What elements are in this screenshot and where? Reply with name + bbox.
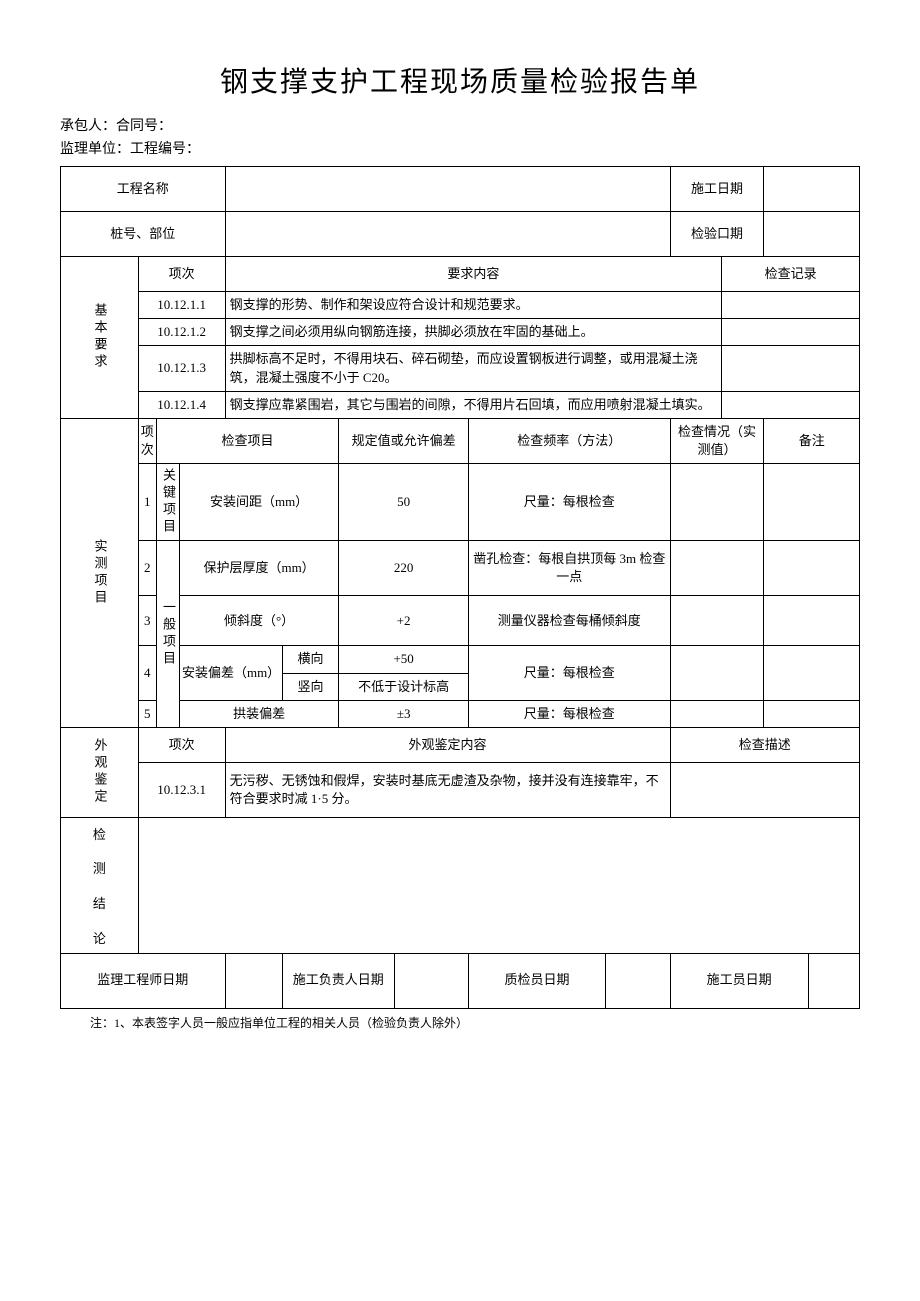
basic-item-record-2 <box>722 319 860 346</box>
measured-row-2-method: 凿孔检查：每根自拱顶每 3m 检查一点 <box>469 541 670 596</box>
basic-item-record-3 <box>722 346 860 391</box>
conclusion-content <box>138 817 859 953</box>
measured-col-result: 检查情况（实测值） <box>670 418 764 463</box>
measured-row-1-result <box>670 464 764 541</box>
label-construction-date: 施工日期 <box>670 167 764 212</box>
measured-row-1-item: 安装间距（mm） <box>179 464 338 541</box>
basic-col-content: 要求内容 <box>225 257 722 292</box>
value-pile-position <box>225 212 670 257</box>
measured-row-1-method: 尺量：每根检查 <box>469 464 670 541</box>
appearance-col-desc: 检查描述 <box>670 727 859 762</box>
measured-row-4-sub1: 横向 <box>282 646 338 673</box>
measured-row-2-item: 保护层厚度（mm） <box>179 541 338 596</box>
value-inspection-date <box>764 212 860 257</box>
basic-item-record-1 <box>722 292 860 319</box>
measured-row-3-num: 3 <box>138 596 156 646</box>
basic-item-record-4 <box>722 391 860 418</box>
basic-item-content-2: 钢支撑之间必须用纵向钢筋连接，拱脚必须放在牢固的基础上。 <box>225 319 722 346</box>
appearance-col-item: 项次 <box>138 727 225 762</box>
conclusion-char-1: 检 <box>61 817 139 852</box>
measured-row-5-num: 5 <box>138 700 156 727</box>
footnote: 注：1、本表签字人员一般应指单位工程的相关人员（检验负责人除外） <box>60 1014 860 1031</box>
sig-construction-value <box>394 953 468 1008</box>
measured-row-3-spec: +2 <box>339 596 469 646</box>
measured-row-4-note <box>764 646 860 700</box>
sig-construction-label: 施工负责人日期 <box>282 953 394 1008</box>
appearance-item-id: 10.12.3.1 <box>138 762 225 817</box>
value-construction-date <box>764 167 860 212</box>
measured-row-5-method: 尺量：每根检查 <box>469 700 670 727</box>
measured-row-4-spec2: 不低于设计标高 <box>339 673 469 700</box>
basic-item-content-1: 钢支撑的形势、制作和架设应符合设计和规范要求。 <box>225 292 722 319</box>
measured-row-1-note <box>764 464 860 541</box>
section-measured: 实测项目 <box>61 418 139 727</box>
measured-row-2-spec: 220 <box>339 541 469 596</box>
measured-general-label: 一般项目 <box>156 541 179 728</box>
sig-supervisor-value <box>225 953 282 1008</box>
sig-builder-value <box>808 953 859 1008</box>
measured-key-label: 关键项目 <box>156 464 179 541</box>
measured-row-2-result <box>670 541 764 596</box>
basic-item-id-2: 10.12.1.2 <box>138 319 225 346</box>
appearance-item-content: 无污秽、无锈蚀和假焊，安装时基底无虚渣及杂物，接并没有连接靠牢，不符合要求时减 … <box>225 762 670 817</box>
measured-row-4-sub2: 竖向 <box>282 673 338 700</box>
sig-supervisor-label: 监理工程师日期 <box>61 953 226 1008</box>
conclusion-char-2: 测 <box>61 852 139 887</box>
basic-col-record: 检查记录 <box>722 257 860 292</box>
measured-row-2-num: 2 <box>138 541 156 596</box>
section-appearance: 外观鉴定 <box>61 727 139 817</box>
header-line-2: 监理单位：工程编号： <box>60 138 860 158</box>
sig-qc-label: 质检员日期 <box>469 953 606 1008</box>
basic-item-content-3: 拱脚标高不足时，不得用块石、碎石砌垫，而应设置钢板进行调整，或用混凝土浇筑，混凝… <box>225 346 722 391</box>
measured-row-4-num: 4 <box>138 646 156 700</box>
inspection-table: 工程名称 施工日期 桩号、部位 检验口期 基本要求 项次 要求内容 检查记录 1… <box>60 166 860 1009</box>
measured-row-1-spec: 50 <box>339 464 469 541</box>
label-pile-position: 桩号、部位 <box>61 212 226 257</box>
section-basic-req: 基本要求 <box>61 257 139 419</box>
value-project-name <box>225 167 670 212</box>
measured-col-num: 项次 <box>138 418 156 463</box>
measured-row-4-method: 尺量：每根检查 <box>469 646 670 700</box>
measured-row-2-note <box>764 541 860 596</box>
measured-row-5-result <box>670 700 764 727</box>
conclusion-char-3: 结 <box>61 887 139 922</box>
basic-item-id-1: 10.12.1.1 <box>138 292 225 319</box>
measured-col-note: 备注 <box>764 418 860 463</box>
measured-row-4-spec1: +50 <box>339 646 469 673</box>
sig-builder-label: 施工员日期 <box>670 953 808 1008</box>
sig-qc-value <box>606 953 670 1008</box>
page-title: 钢支撑支护工程现场质量检验报告单 <box>60 60 860 100</box>
measured-row-4-result <box>670 646 764 700</box>
measured-row-3-item: 倾斜度（°） <box>179 596 338 646</box>
measured-row-3-result <box>670 596 764 646</box>
measured-row-5-item: 拱装偏差 <box>179 700 338 727</box>
measured-row-3-method: 测量仪器检查每桶倾斜度 <box>469 596 670 646</box>
basic-col-item: 项次 <box>138 257 225 292</box>
conclusion-char-4: 论 <box>61 922 139 953</box>
appearance-item-desc <box>670 762 859 817</box>
measured-row-4-item: 安装偏差（mm） <box>179 646 282 700</box>
measured-row-1-num: 1 <box>138 464 156 541</box>
measured-col-spec: 规定值或允许偏差 <box>339 418 469 463</box>
measured-col-method: 检查频率（方法） <box>469 418 670 463</box>
appearance-col-content: 外观鉴定内容 <box>225 727 670 762</box>
header-line-1: 承包人：合同号： <box>60 115 860 135</box>
label-inspection-date: 检验口期 <box>670 212 764 257</box>
measured-row-5-note <box>764 700 860 727</box>
basic-item-id-4: 10.12.1.4 <box>138 391 225 418</box>
basic-item-content-4: 钢支撑应靠紧围岩，其它与围岩的间隙，不得用片石回填，而应用喷射混凝土填实。 <box>225 391 722 418</box>
measured-row-3-note <box>764 596 860 646</box>
label-project-name: 工程名称 <box>61 167 226 212</box>
measured-col-item: 检查项目 <box>156 418 338 463</box>
measured-row-5-spec: ±3 <box>339 700 469 727</box>
basic-item-id-3: 10.12.1.3 <box>138 346 225 391</box>
